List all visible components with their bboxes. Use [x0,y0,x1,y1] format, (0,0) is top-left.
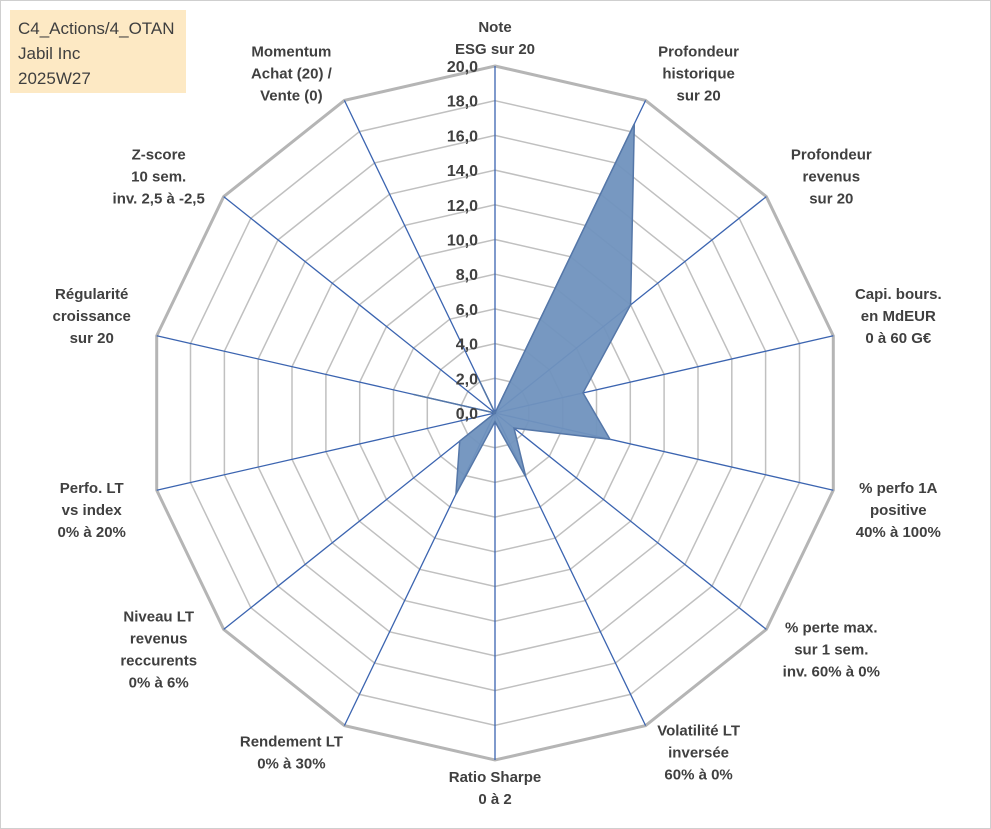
axis-label-line: 0 à 2 [478,791,511,808]
axis-labels: Note ESG sur 20 Profondeur historique sur 20… [53,19,942,808]
axis-label: % perte max. sur 1 sem. inv. 60% à 0% [783,619,880,680]
axis-label: Volatilité LT inversée 60% à 0% [657,723,740,784]
tick-label: 10,0 [447,233,478,250]
axis-label-line: inv. 2,5 à -2,5 [113,191,205,208]
axis-label-line: 0 à 60 G€ [865,330,932,347]
axis-label: Momentum Achat (20) / Vente (0) [251,43,333,104]
axis-label: Note ESG sur 20 [455,19,535,58]
axis-label-line: Z-score [132,147,186,164]
axis-label-line: Profondeur [791,147,872,164]
info-week: 2025W27 [18,69,91,88]
tick-labels: 0,0 2,0 4,0 6,0 8,0 10,0 12,0 14,0 16,0 18,0 20,0 [447,59,478,423]
axis-spoke [223,412,496,630]
axis-label-line: sur 20 [809,191,853,208]
axis-label-line: ESG sur 20 [455,41,535,58]
axis-label-line: sur 20 [676,87,720,104]
axis-label-line: Ratio Sharpe [449,769,542,786]
axis-label: Capi. bours. en MdEUR 0 à 60 G€ [855,286,942,347]
axis-label-line: Rendement LT [240,734,343,751]
axis-label-line: 60% à 0% [664,767,732,784]
tick-label: 4,0 [456,337,478,354]
axis-label-line: inversée [668,745,729,762]
axis-label-line: Volatilité LT [657,723,740,740]
axis-label-line: 10 sem. [131,169,186,186]
axis-label-line: Capi. bours. [855,286,942,303]
axis-label-line: Note [478,19,511,36]
axis-label: Niveau LT revenus reccurents 0% à 6% [120,608,197,691]
axis-spoke [156,412,496,491]
axis-label-line: revenus [130,630,188,647]
axis-label-line: inv. 60% à 0% [783,663,880,680]
axis-label-line: historique [662,65,735,82]
tick-label: 20,0 [447,59,478,76]
axis-label-line: Achat (20) / [251,65,333,82]
axis-label-line: croissance [53,308,131,325]
info-box: C4_Actions/4_OTAN Jabil Inc 2025W27 [10,10,186,93]
tick-label: 16,0 [447,128,478,145]
axis-label: % perfo 1A positive 40% à 100% [856,480,941,541]
axis-label: Profondeur historique sur 20 [658,43,739,104]
axis-label-line: % perfo 1A [859,480,938,497]
axis-label-line: 0% à 20% [58,524,126,541]
series-layer [413,123,636,495]
axis-label-line: revenus [803,169,861,186]
tick-label: 2,0 [456,371,478,388]
series-area [413,123,636,495]
tick-label: 14,0 [447,163,478,180]
axis-spoke [223,196,496,414]
info-company: Jabil Inc [18,44,81,63]
axis-label-line: Vente (0) [260,87,323,104]
axis-label-line: Momentum [251,43,331,60]
axis-label-line: Niveau LT [123,608,194,625]
axis-label: Z-score 10 sem. inv. 2,5 à -2,5 [113,147,205,208]
axis-label: Rendement LT 0% à 30% [240,734,343,773]
tick-label: 6,0 [456,302,478,319]
axis-label-line: Profondeur [658,43,739,60]
axis-label: Perfo. LT vs index 0% à 20% [58,480,126,541]
axis-label: Ratio Sharpe 0 à 2 [449,769,542,808]
axis-label-line: sur 20 [70,330,114,347]
axis-label: Profondeur revenus sur 20 [791,147,872,208]
axis-label-line: en MdEUR [861,308,936,325]
info-category: C4_Actions/4_OTAN [18,19,175,38]
axis-label-line: reccurents [120,652,197,669]
axis-label-line: 0% à 6% [129,674,189,691]
axis-spoke [494,412,767,630]
axis-label-line: 40% à 100% [856,524,941,541]
axis-spoke [343,100,496,414]
tick-label: 0,0 [456,406,478,423]
axis-label-line: positive [870,502,927,519]
axis-label-line: Perfo. LT [60,480,124,497]
axis-label-line: % perte max. [785,619,878,636]
axis-label-line: sur 1 sem. [794,641,868,658]
tick-label: 18,0 [447,94,478,111]
axis-label-line: vs index [62,502,123,519]
axis-label-line: 0% à 30% [257,756,325,773]
axis-label-line: Régularité [55,286,128,303]
tick-label: 8,0 [456,267,478,284]
axis-label: Régularité croissance sur 20 [53,286,131,347]
tick-label: 12,0 [447,198,478,215]
